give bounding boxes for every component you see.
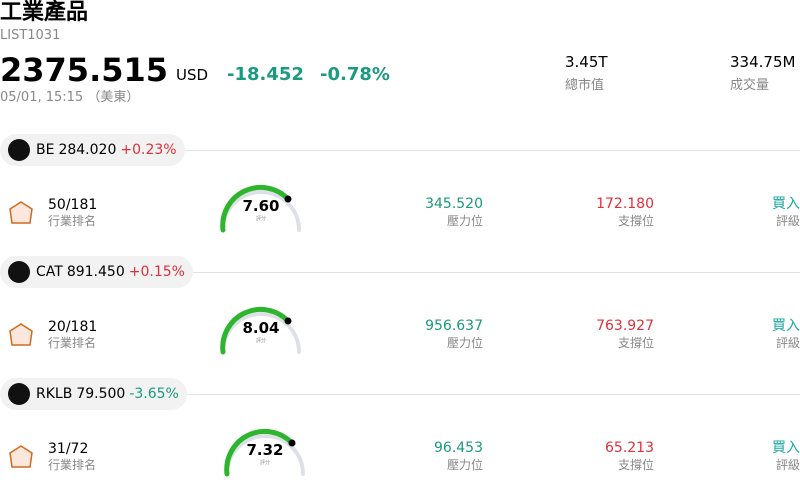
stock-price: 284.020 [58,142,117,158]
score: 7.32 [246,441,284,459]
rating-label: 評級 [775,458,800,472]
logo [8,383,30,405]
rating: 買入 [772,318,800,334]
stock-pill[interactable]: CAT 891.450 +0.15% [0,256,193,288]
logo [8,261,30,283]
gauge [220,184,301,233]
divider [0,272,800,273]
support-label: 支撐位 [617,458,654,472]
resistance-label: 壓力位 [446,214,483,228]
rank-icon [9,445,33,468]
rating-label: 評級 [775,336,800,350]
rank: 50/181 [48,197,98,213]
gauge [220,306,301,355]
rank: 31/72 [48,441,89,457]
rank-label: 行業排名 [48,214,97,228]
score-label: 評分 [259,460,270,466]
score: 8.04 [242,319,280,337]
stock-pill[interactable]: RKLB 79.500 -3.65% [0,378,187,410]
change-pct: -0.78% [320,64,390,85]
rating-label: 評級 [775,214,800,228]
support-label: 支撐位 [617,214,654,228]
change: -18.452 [227,64,304,85]
stock-change: -3.65% [129,386,179,402]
resistance-label: 壓力位 [446,336,483,350]
stock-change: +0.23% [120,142,177,158]
stock-ticker: CAT [36,264,63,280]
rank-icon [9,201,33,224]
stock-ticker: BE [36,142,55,158]
stat-label: 總市值 [565,78,605,93]
resistance: 96.453 [434,440,483,456]
rank-label: 行業排名 [48,458,97,472]
rank-label: 行業排名 [48,336,97,350]
resistance-label: 壓力位 [446,458,483,472]
stock-pill[interactable]: BE 284.020 +0.23% [0,134,185,166]
stat-value: 3.45T [565,53,608,71]
rating: 買入 [772,440,800,456]
divider [0,394,800,395]
stock-price: 891.450 [66,264,125,280]
score-label: 評分 [255,338,266,344]
support: 65.213 [605,440,654,456]
price: 2375.515 [0,51,169,89]
rating: 買入 [772,196,800,212]
stat-label: 成交量 [730,78,770,93]
resistance: 956.637 [425,318,483,334]
support: 763.927 [596,318,654,334]
rank: 20/181 [48,319,98,335]
score: 7.60 [242,197,280,215]
score-label: 評分 [255,216,266,222]
divider [0,150,800,151]
stock-ticker: RKLB [36,386,73,402]
time: 05/01, 15:15 （美東） [0,90,140,105]
currency: USD [176,66,209,84]
stock-price: 79.500 [76,386,126,402]
stock-change: +0.15% [128,264,185,280]
support-label: 支撐位 [617,336,654,350]
title: 工業產品 [0,0,89,25]
resistance: 345.520 [425,196,483,212]
gauge [224,428,305,477]
code: LIST1031 [0,28,61,43]
stat-value: 334.75M [730,53,796,71]
support: 172.180 [596,196,654,212]
rank-icon [9,323,33,346]
logo [8,139,30,161]
